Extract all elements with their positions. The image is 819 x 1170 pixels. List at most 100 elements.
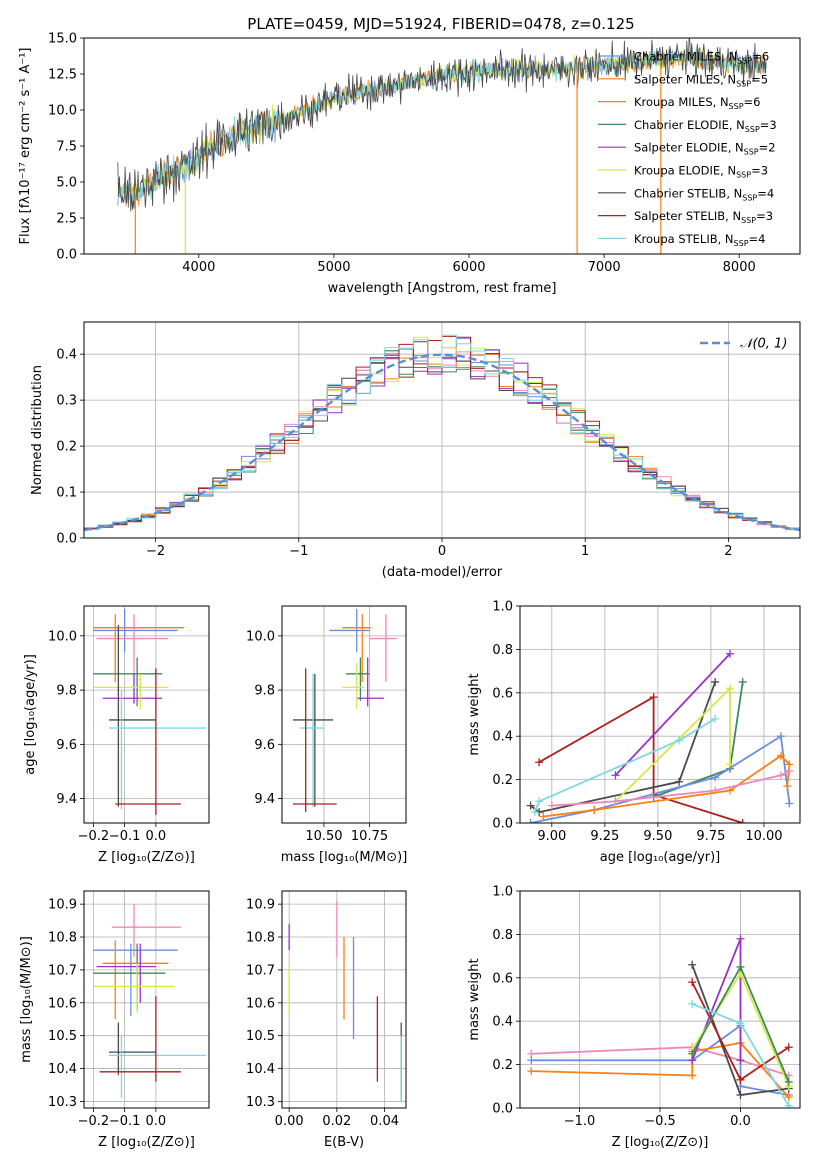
y-tick-label: 10.3	[246, 1095, 275, 1110]
y-tick-label: 0.0	[492, 1102, 513, 1117]
legend-label: Chabrier STELIB, NSSP=4	[634, 186, 774, 202]
x-axis-label: age [log₁₀(age/yr)]	[600, 850, 721, 865]
plus-marker	[711, 677, 720, 686]
plus-marker	[675, 777, 684, 786]
y-tick-label: 0.4	[492, 730, 513, 745]
plus-marker	[688, 999, 697, 1008]
mass-weight-line	[531, 1046, 789, 1077]
plus-marker	[688, 960, 697, 969]
axes-frame	[281, 890, 407, 1109]
plus-marker	[611, 797, 620, 806]
x-tick-label: 0.0	[730, 1114, 751, 1129]
mass-weight-line	[538, 695, 743, 823]
plus-marker	[530, 808, 539, 817]
y-tick-label: 10.8	[246, 931, 275, 946]
histogram-step	[84, 334, 800, 530]
y-tick-label: 0.2	[56, 440, 77, 455]
plus-marker	[688, 1071, 697, 1080]
plus-marker	[736, 1019, 745, 1028]
x-axis-label: E(B-V)	[324, 1135, 364, 1150]
plus-marker	[738, 677, 747, 686]
y-tick-label: 10.4	[246, 1062, 275, 1077]
plus-marker	[535, 797, 544, 806]
plus-marker	[526, 801, 535, 810]
x-axis-label: Z [log₁₀(Z/Z⊙)]	[98, 850, 195, 865]
residuals-panel: −2 −1 0 1 2 0.0 0.1 0.2 0.3 0.4 (data-model)/error…	[30, 321, 801, 580]
axes-frame	[83, 321, 801, 539]
axes-frame	[83, 37, 801, 255]
plus-marker	[736, 934, 745, 943]
axes-frame	[519, 890, 801, 1109]
mass-weight-vs-metallicity-panel: −1.0 −0.5 0.0 0.0 0.2 0.4 0.6 0.8 1.0 Z [log₁₀(Z/…	[467, 885, 801, 1150]
legend-label: Chabrier ELODIE, NSSP=3	[634, 118, 777, 134]
x-tick-label: 9.50	[643, 829, 672, 844]
y-tick-label: 2.5	[56, 212, 77, 227]
y-tick-label: 1.0	[492, 885, 513, 900]
y-tick-label: 7.5	[56, 140, 77, 155]
x-axis-label: (data-model)/error	[382, 565, 503, 580]
y-tick-label: 10.0	[48, 104, 77, 119]
plus-marker	[590, 805, 599, 814]
y-tick-label: 1.0	[492, 600, 513, 615]
plus-marker	[785, 799, 794, 808]
y-tick-label: 10.8	[48, 931, 77, 946]
y-axis-label: mass weight	[467, 673, 482, 755]
x-tick-label: 0	[438, 544, 446, 559]
x-axis-label: wavelength [Angstrom, rest frame]	[328, 281, 557, 296]
plus-marker	[539, 812, 548, 821]
y-tick-label: 9.6	[254, 738, 275, 753]
plus-marker	[711, 773, 720, 782]
axes-frame	[83, 890, 210, 1109]
plus-marker	[736, 1090, 745, 1099]
y-tick-label: 10.9	[246, 898, 275, 913]
plus-marker	[711, 714, 720, 723]
plus-marker	[784, 1101, 793, 1108]
x-tick-label: 10.50	[305, 829, 342, 844]
x-axis-label: Z [log₁₀(Z/Z⊙)]	[98, 1135, 195, 1150]
y-tick-label: 0.0	[492, 817, 513, 832]
y-axis-label: Flux [fλ10⁻¹⁷ erg cm⁻² s⁻¹ A⁻¹]	[18, 48, 33, 245]
plus-marker	[736, 1075, 745, 1084]
plus-marker	[526, 819, 535, 823]
y-tick-label: 9.4	[254, 792, 275, 807]
mass-weight-line	[614, 653, 731, 776]
plus-marker	[784, 1077, 793, 1086]
plus-marker	[776, 771, 785, 780]
y-tick-label: 9.4	[56, 792, 77, 807]
x-tick-label: 0.02	[322, 1114, 351, 1129]
x-tick-label: 9.00	[537, 829, 566, 844]
y-tick-label: 10.6	[48, 996, 77, 1011]
mass-weight-line	[614, 686, 731, 802]
plus-marker	[649, 693, 658, 702]
x-tick-label: 8000	[723, 260, 756, 275]
mass-vs-metallicity-panel: −0.2 −0.1 0.0 10.3 10.4 10.5 10.6 10.7 10.8 10.9 Z…	[19, 890, 210, 1150]
plus-marker	[785, 766, 794, 775]
y-tick-label: 15.0	[48, 32, 77, 47]
x-axis-label: mass [log₁₀(M/M⊙)]	[281, 850, 408, 865]
plus-marker	[675, 736, 684, 745]
y-tick-label: 9.8	[254, 684, 275, 699]
x-tick-label: −1.0	[564, 1114, 596, 1129]
spectrum-panel: 4000 5000 6000 7000 8000 0.0 2.5 5.0 7.5 10.0 12.5…	[18, 32, 801, 296]
y-axis-label: mass weight	[467, 958, 482, 1040]
x-tick-label: 10.75	[351, 829, 388, 844]
legend-label: Chabrier MILES, NSSP=6	[634, 50, 769, 66]
legend-label: 𝒩(0, 1)	[740, 337, 787, 352]
plus-marker	[611, 771, 620, 780]
mass-weight-line	[533, 718, 716, 813]
normal-curve	[84, 353, 800, 532]
y-tick-label: 0.2	[492, 773, 513, 788]
age-vs-metallicity-panel: −0.2 −0.1 0.0 9.4 9.6 9.8 10.0 Z [log₁₀(Z/Z⊙)] a…	[23, 605, 210, 865]
x-tick-label: 9.75	[696, 829, 725, 844]
y-tick-label: 10.3	[48, 1095, 77, 1110]
y-tick-label: 10.7	[48, 963, 77, 978]
y-axis-label: Normed distribution	[30, 365, 45, 495]
plus-marker	[711, 786, 720, 795]
y-tick-label: 0.8	[492, 643, 513, 658]
axes-frame	[83, 605, 210, 824]
x-tick-label: 7000	[588, 260, 621, 275]
plus-marker	[527, 1056, 536, 1065]
x-tick-label: −0.2	[78, 1114, 110, 1129]
x-tick-label: 6000	[452, 260, 485, 275]
plus-marker	[784, 1093, 793, 1102]
